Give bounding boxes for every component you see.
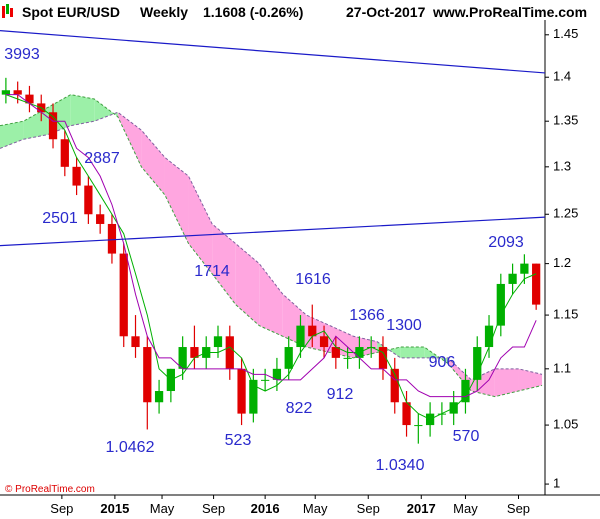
annotation: 570 — [453, 428, 480, 445]
y-tick-label: 1.25 — [553, 206, 578, 221]
x-tick-label: May — [453, 501, 478, 516]
x-tick-label: 2015 — [100, 501, 129, 516]
annotation: 912 — [327, 386, 354, 403]
candle-body — [178, 347, 187, 369]
x-tick-label: Sep — [507, 501, 530, 516]
candle-body — [496, 283, 505, 326]
candle-body — [473, 347, 482, 380]
candle-body — [343, 357, 352, 359]
y-tick-label: 1.1 — [553, 360, 571, 375]
candle-body — [484, 325, 494, 348]
candle-body — [331, 347, 340, 358]
x-tick-label: Sep — [50, 501, 73, 516]
candle-body — [131, 336, 140, 348]
candle-body — [414, 425, 423, 427]
copyright: © ProRealTime.com — [5, 484, 95, 495]
candle-body — [72, 166, 81, 186]
x-tick-label: Sep — [357, 501, 380, 516]
cloud-segment — [518, 368, 543, 392]
candle-body — [272, 368, 282, 380]
y-tick-label: 1.2 — [553, 255, 571, 270]
candle-body — [213, 336, 223, 348]
quote: 1.1608 (-0.26%) — [203, 4, 303, 20]
annotation: 1714 — [194, 263, 230, 280]
date: 27-Oct-2017 — [346, 4, 426, 20]
y-tick-label: 1.45 — [553, 26, 578, 41]
x-tick-label: May — [303, 501, 328, 516]
annotation: 2093 — [488, 234, 524, 251]
candle-body — [143, 347, 152, 403]
cloud-segment — [400, 347, 425, 358]
annotation: 1366 — [349, 307, 385, 324]
annotation: 1.0462 — [106, 439, 155, 456]
y-tick-label: 1 — [553, 476, 560, 491]
x-tick-label: May — [150, 501, 175, 516]
x-tick-label: Sep — [202, 501, 225, 516]
candle-body — [60, 139, 69, 167]
cloud-segment — [188, 176, 213, 274]
annotation: 1616 — [295, 271, 331, 288]
source: www.ProRealTime.com — [432, 4, 587, 20]
candle-body — [107, 223, 117, 254]
candle-body — [319, 336, 329, 348]
candle-body — [308, 325, 317, 337]
candle-body — [261, 379, 270, 381]
candle-body — [84, 185, 93, 215]
candle-body — [96, 214, 105, 224]
chart-title: Spot EUR/USD — [22, 4, 120, 20]
annotation: 906 — [429, 354, 456, 371]
x-tick-label: 2016 — [251, 501, 280, 516]
candle-body — [48, 112, 58, 140]
candle-body — [249, 379, 258, 414]
candle-body — [378, 347, 388, 369]
cloud-segment — [0, 121, 24, 149]
candle-body — [190, 347, 199, 358]
annotation: 1.0340 — [376, 457, 425, 474]
annotation: 1300 — [386, 317, 422, 334]
candle-body — [25, 94, 34, 104]
candle-body — [402, 402, 411, 426]
cloud-segment — [212, 223, 236, 305]
cloud-segment — [164, 157, 189, 244]
candle-body — [1, 90, 11, 95]
cloud-segment — [259, 263, 283, 337]
cloud-segment — [494, 368, 519, 397]
annotation: 822 — [286, 400, 313, 417]
logo — [2, 4, 13, 18]
y-tick-label: 1.3 — [553, 158, 571, 173]
candle-body — [225, 336, 234, 369]
period: Weekly — [140, 4, 188, 20]
candle-body — [296, 325, 305, 348]
cloud-span — [0, 111, 543, 381]
candle-body — [13, 90, 22, 95]
x-tick-label: 2017 — [407, 501, 436, 516]
candle-body — [520, 263, 529, 274]
y-tick-label: 1.35 — [553, 113, 578, 128]
candle-body — [119, 253, 128, 337]
y-tick-label: 1.4 — [553, 69, 571, 84]
indicator-line — [5, 94, 537, 420]
cloud-segment — [94, 99, 118, 122]
cloud-segment — [141, 130, 165, 196]
annotation: 2501 — [42, 210, 78, 227]
candle-body — [284, 347, 293, 369]
annotation: 523 — [225, 432, 252, 449]
candle-body — [237, 368, 246, 414]
candle-body — [461, 379, 470, 403]
annotation: 3993 — [4, 46, 40, 63]
candle-body — [390, 368, 399, 403]
candle-body — [508, 273, 517, 284]
trend-line — [0, 30, 546, 74]
annotation: 2887 — [84, 150, 120, 167]
trend-line — [0, 216, 546, 247]
candle-body — [532, 263, 541, 305]
candle-body — [154, 391, 164, 403]
y-tick-label: 1.05 — [553, 417, 578, 432]
cloud-segment — [70, 94, 95, 126]
indicator-line — [5, 94, 537, 398]
y-tick-label: 1.15 — [553, 307, 578, 322]
cloud-segment — [235, 243, 260, 326]
